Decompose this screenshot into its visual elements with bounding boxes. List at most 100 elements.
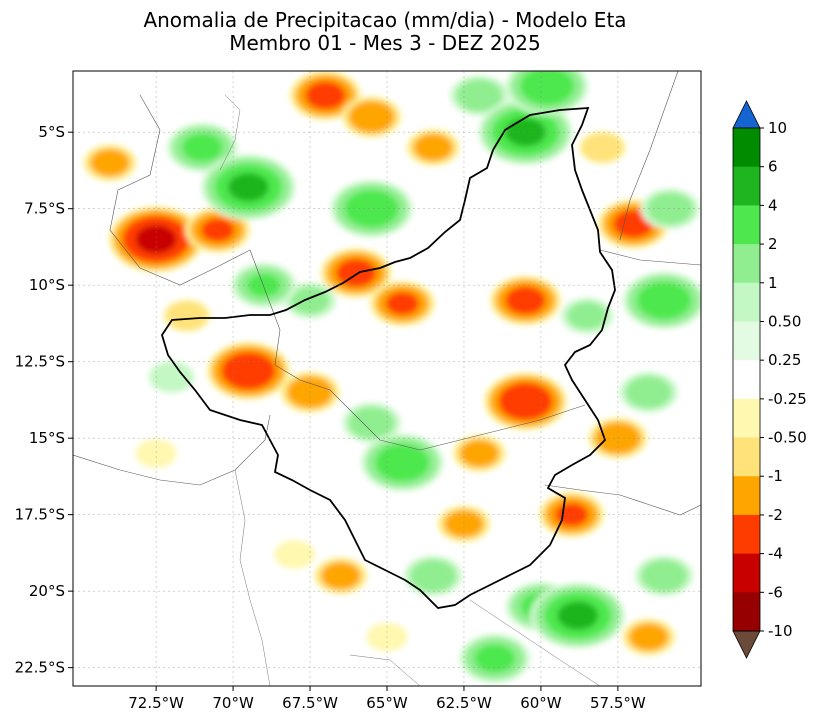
border-line <box>234 469 271 686</box>
anomaly-blobs <box>83 71 701 684</box>
border-line <box>599 249 701 266</box>
border-line <box>219 94 241 171</box>
colorbar-segment <box>733 205 760 245</box>
anomaly-cell <box>90 149 130 177</box>
anomaly-cell <box>135 225 177 254</box>
colorbar-segment <box>733 321 760 361</box>
x-tick-label: 57.5°W <box>590 694 646 712</box>
anomaly-cell <box>567 302 607 330</box>
border-line <box>619 71 679 241</box>
colorbar-tick-label: 2 <box>768 235 778 253</box>
y-tick-label: 12.5°S <box>15 353 65 371</box>
anomaly-cell <box>135 439 177 468</box>
anomaly-cell <box>505 286 546 315</box>
anomaly-cell <box>505 118 546 147</box>
x-tick-label: 62.5°W <box>436 694 492 712</box>
y-tick-label: 22.5°S <box>15 659 65 677</box>
river-basin-outline <box>161 107 616 609</box>
colorbar-extend-min <box>732 630 761 659</box>
anomaly-cell <box>385 292 419 315</box>
anomaly-cell <box>348 101 395 133</box>
colorbar: 10 6 4 2 1 0.50 0.25 -0.25 -0.50 -1 -2 -4 -6 -10 <box>732 100 807 659</box>
y-tick-label: 7.5°S <box>24 200 65 218</box>
anomaly-cell <box>201 218 235 242</box>
border-line <box>544 484 701 516</box>
anomaly-cell <box>228 173 269 202</box>
anomaly-cell <box>456 79 503 112</box>
colorbar-segment <box>733 553 760 593</box>
anomaly-cell <box>413 134 453 161</box>
colorbar-segment <box>733 244 760 284</box>
x-tick-label: 72.5°W <box>128 694 184 712</box>
anomaly-cell <box>637 281 691 320</box>
y-tick-label: 17.5°S <box>15 506 65 524</box>
anomaly-cell <box>474 644 515 673</box>
colorbar-segment <box>733 514 760 555</box>
border-line <box>109 94 586 451</box>
anomaly-cell <box>444 510 484 538</box>
chart-subtitle: Membro 01 - Mes 3 - DEZ 2025 <box>229 31 541 55</box>
anomaly-cell <box>410 559 456 592</box>
colorbar-tick-label: -2 <box>768 506 783 524</box>
colorbar-tick-label: -4 <box>768 545 783 563</box>
anomaly-cell <box>459 439 499 467</box>
colorbar-tick-label: -0.25 <box>768 390 807 408</box>
chart-title: Anomalia de Precipitacao (mm/dia) - Mode… <box>143 8 627 32</box>
x-axis-ticks: 72.5°W 70°W 67.5°W 65°W 62.5°W 60°W 57.5°W <box>128 686 646 712</box>
anomaly-cell <box>641 559 687 592</box>
colorbar-tick-label: 6 <box>768 158 778 176</box>
anomaly-cell <box>581 132 624 163</box>
colorbar-tick-label: -1 <box>768 467 783 485</box>
x-tick-label: 70°W <box>212 694 254 712</box>
colorbar-tick-label: 0.25 <box>768 351 801 369</box>
colorbar-segment <box>733 282 760 322</box>
colorbar-segment <box>733 437 760 477</box>
anomaly-cell <box>595 422 641 455</box>
colorbar-tick-label: -0.50 <box>768 429 807 447</box>
y-tick-label: 5°S <box>38 123 65 141</box>
border-line <box>73 414 271 486</box>
anomaly-cell <box>629 623 669 651</box>
x-tick-label: 60°W <box>520 694 562 712</box>
y-tick-label: 20°S <box>29 582 65 600</box>
colorbar-frame <box>732 127 761 632</box>
anomaly-cell <box>375 443 430 482</box>
colorbar-extend-max <box>732 100 761 129</box>
country-borders <box>73 71 701 686</box>
colorbar-segment <box>733 476 760 516</box>
x-tick-label: 67.5°W <box>282 694 338 712</box>
anomaly-field <box>83 71 701 684</box>
anomaly-cell <box>274 540 316 569</box>
y-tick-label: 10°S <box>29 276 65 294</box>
anomaly-cell <box>348 406 395 439</box>
anomaly-cell <box>165 301 208 331</box>
colorbar-segment <box>733 128 760 168</box>
colorbar-segment <box>733 592 760 632</box>
x-tick-label: 65°W <box>366 694 408 712</box>
colorbar-tick-label: -10 <box>768 622 793 640</box>
anomaly-cell <box>625 376 672 409</box>
anomaly-cell <box>321 562 361 590</box>
anomaly-cell <box>520 71 574 105</box>
anomaly-cell <box>557 601 599 630</box>
y-axis-ticks: 5°S 7.5°S 10°S 12.5°S 15°S 17.5°S 20°S 22.5°S <box>15 123 73 677</box>
anomaly-cell <box>647 192 694 225</box>
border-line <box>469 599 601 686</box>
colorbar-segment <box>733 166 760 206</box>
anomaly-cell <box>150 362 193 392</box>
colorbar-segment <box>733 360 760 400</box>
anomaly-cell <box>305 81 346 110</box>
anomaly-cell <box>344 190 399 228</box>
colorbar-tick-label: 1 <box>768 274 778 292</box>
basin-boundary <box>161 107 616 609</box>
colorbar-segment <box>733 398 760 439</box>
colorbar-tick-label: -6 <box>768 583 783 601</box>
border-line <box>349 654 421 686</box>
anomaly-cell <box>221 352 276 390</box>
colorbar-tick-label: 10 <box>768 119 787 137</box>
anomaly-cell <box>182 133 223 162</box>
colorbar-tick-label: 0.50 <box>768 312 801 330</box>
colorbar-tick-label: 4 <box>768 196 778 214</box>
anomaly-cell <box>498 382 553 421</box>
